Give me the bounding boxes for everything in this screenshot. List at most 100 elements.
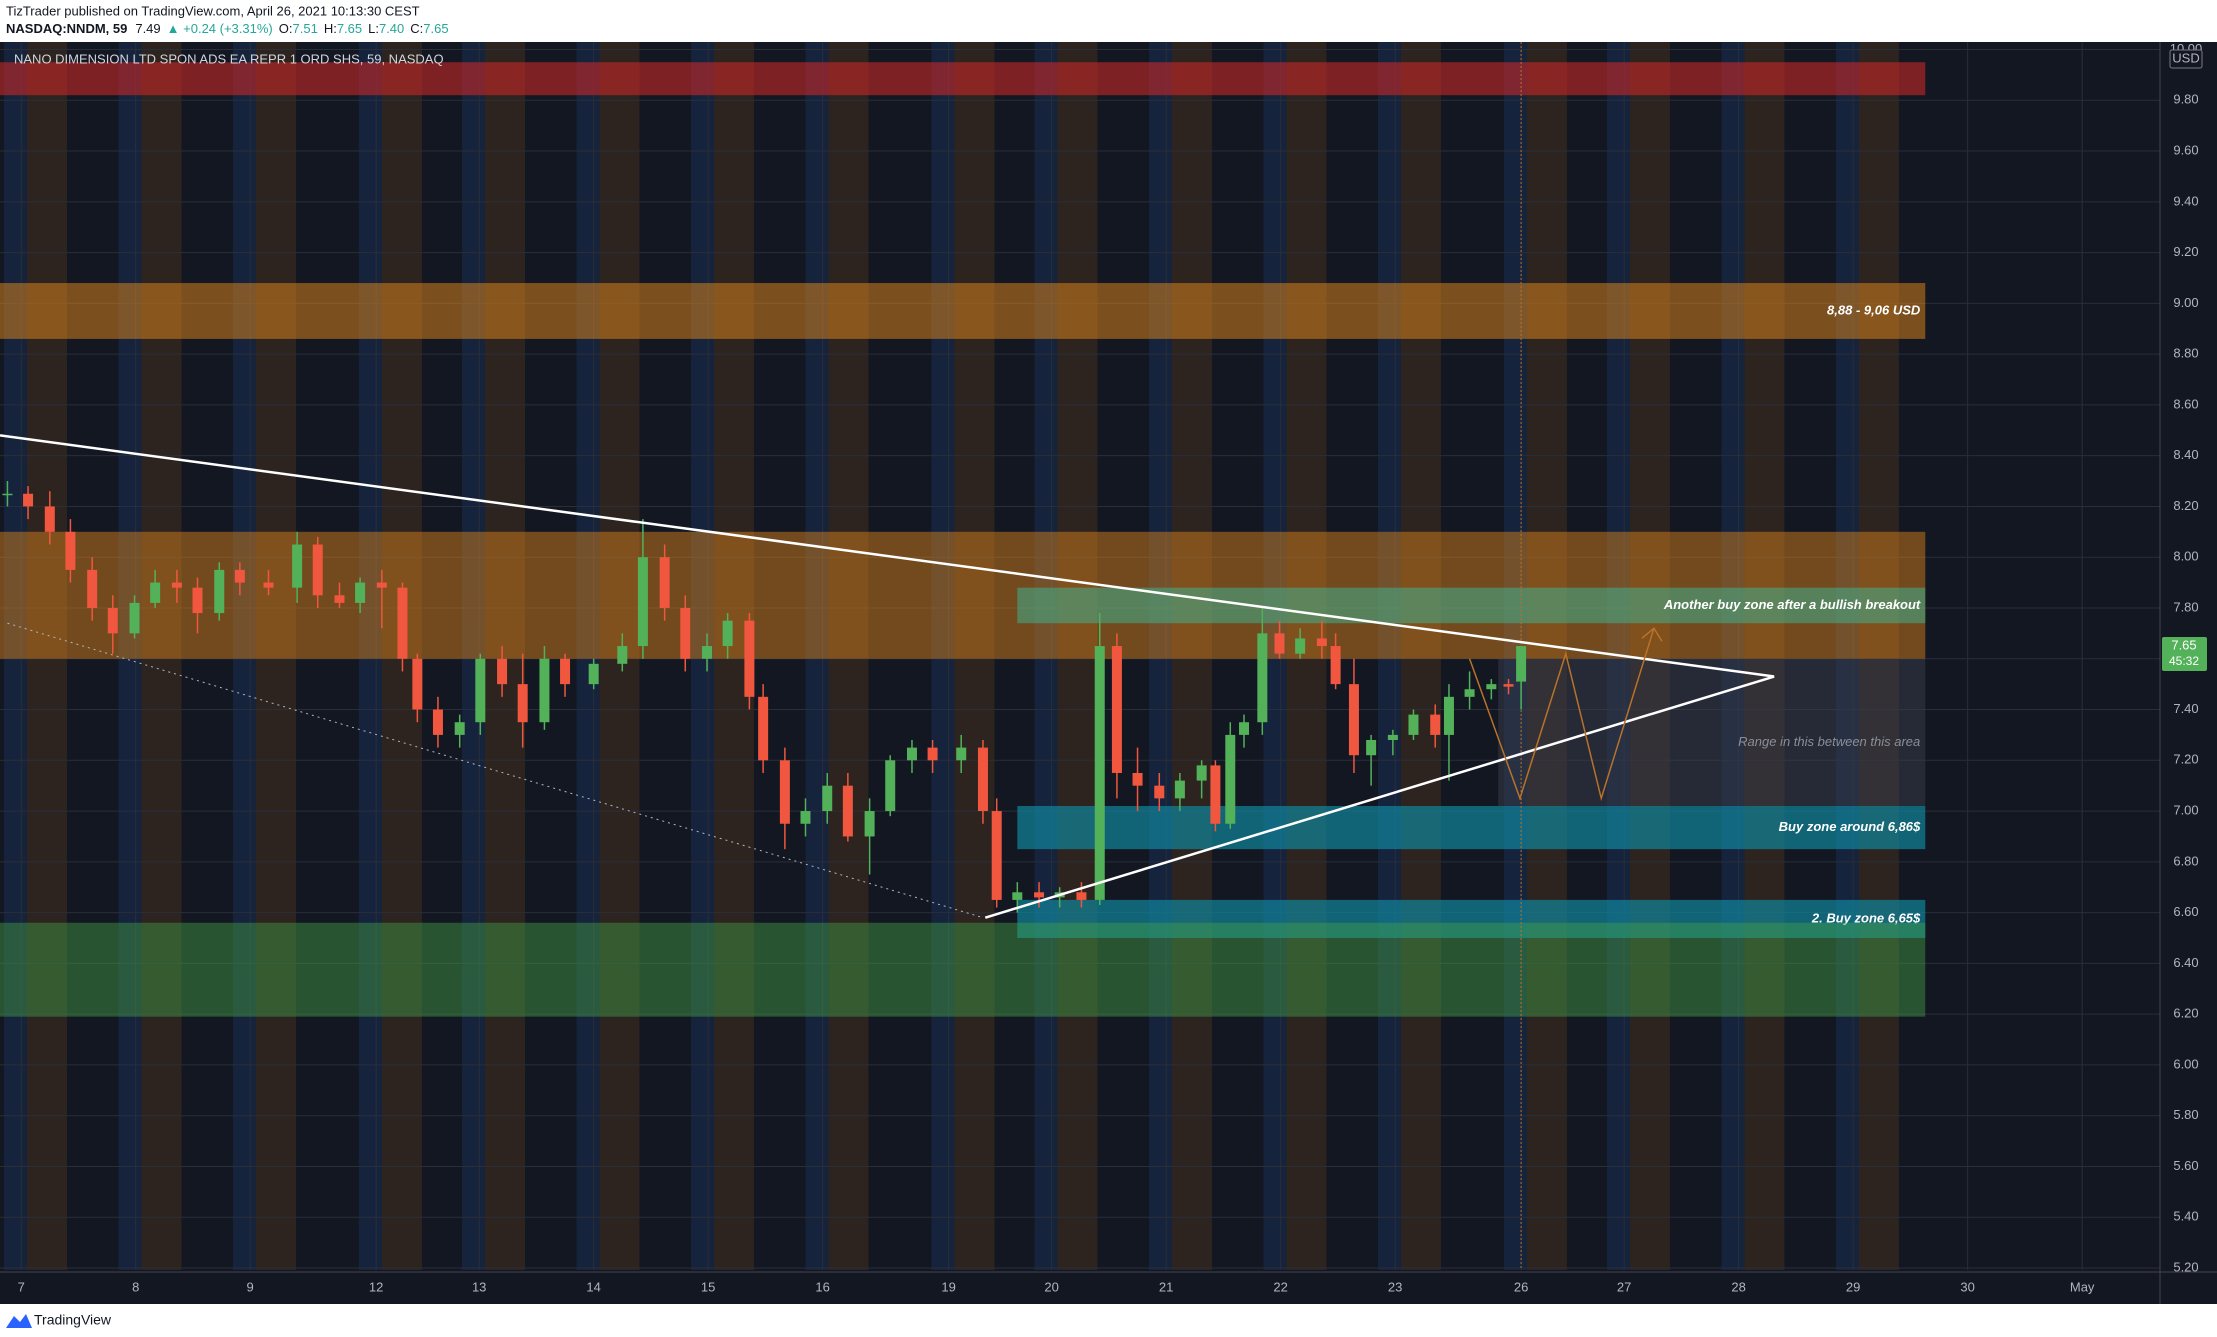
candle-body — [779, 760, 790, 824]
zone-label: 8,88 - 9,06 USD — [1827, 302, 1921, 317]
y-tick-label: 7.80 — [2173, 599, 2198, 614]
candle-body — [214, 569, 225, 614]
candle-body — [1366, 739, 1377, 756]
ohlc-key: O: — [279, 21, 293, 36]
y-tick-label: 6.60 — [2173, 904, 2198, 919]
ohlc-key: L: — [368, 21, 379, 36]
y-tick-label: 9.20 — [2173, 244, 2198, 259]
candle-body — [1387, 734, 1398, 740]
y-tick-label: 9.00 — [2173, 295, 2198, 310]
candle-body — [588, 663, 599, 685]
trend-line — [984, 675, 1775, 919]
candle-body — [171, 582, 182, 588]
candle-body — [977, 747, 988, 812]
candle-body — [885, 760, 896, 812]
price-zone — [1017, 899, 1926, 938]
candle-body — [1330, 646, 1341, 685]
x-tick-label: 22 — [1273, 1279, 1287, 1294]
y-tick-label: 7.20 — [2173, 752, 2198, 767]
candle-body — [1443, 696, 1454, 735]
candle-body — [1316, 638, 1327, 647]
y-tick-label: 9.60 — [2173, 142, 2198, 157]
x-tick-label: 27 — [1617, 1279, 1631, 1294]
candle-body — [263, 582, 274, 588]
x-tick-label: 30 — [1960, 1279, 1974, 1294]
candle-body — [1034, 892, 1045, 898]
symbol: NASDAQ:NNDM, 59 — [6, 21, 127, 36]
y-tick-label: 5.80 — [2173, 1107, 2198, 1122]
y-tick-label: 6.00 — [2173, 1056, 2198, 1071]
candle-body — [1012, 892, 1023, 900]
candle-body — [129, 602, 140, 634]
candle-body — [355, 582, 366, 603]
y-tick-label: 6.80 — [2173, 853, 2198, 868]
candle-body — [454, 722, 465, 735]
candle-body — [800, 811, 811, 824]
price-tag-value: 7.65 — [2171, 637, 2196, 652]
candle-body — [744, 620, 755, 697]
price-zone — [1017, 805, 1926, 850]
trend-line — [0, 434, 1775, 678]
candle-body — [1464, 689, 1475, 697]
last-price: 7.49 — [135, 21, 160, 36]
candle-body — [397, 587, 408, 659]
y-tick-label: 7.00 — [2173, 803, 2198, 818]
y-tick-label: 8.60 — [2173, 396, 2198, 411]
candle-body — [1154, 785, 1165, 799]
x-tick-label: 15 — [701, 1279, 715, 1294]
currency: USD — [2172, 50, 2199, 65]
candle-body — [497, 658, 508, 685]
zone-label: Another buy zone after a bullish breakou… — [1663, 597, 1921, 612]
candle-body — [1257, 633, 1268, 723]
x-tick-label: 20 — [1044, 1279, 1058, 1294]
ohlc-value: 7.51 — [293, 21, 318, 36]
x-tick-label: 21 — [1159, 1279, 1173, 1294]
candle-body — [927, 747, 938, 761]
candle-body — [1132, 772, 1143, 786]
candle-body — [1430, 714, 1441, 735]
currency-box — [2169, 49, 2203, 69]
chart-title: NANO DIMENSION LTD SPON ADS EA REPR 1 OR… — [14, 51, 444, 66]
candle-body — [1239, 722, 1250, 735]
candle-body — [680, 607, 691, 659]
candle-body — [1196, 765, 1207, 781]
y-tick-label: 8.40 — [2173, 447, 2198, 462]
candle-body — [376, 582, 387, 588]
change: ▲ +0.24 (+3.31%) — [167, 21, 273, 36]
y-tick-label: 8.80 — [2173, 346, 2198, 361]
candle-body — [1516, 646, 1527, 682]
candle-body — [517, 684, 528, 723]
y-tick-label: 9.80 — [2173, 92, 2198, 107]
ohlc-key: C: — [410, 21, 423, 36]
y-tick-label: 5.40 — [2173, 1209, 2198, 1224]
y-tick-label: 6.40 — [2173, 955, 2198, 970]
candle-body — [1274, 633, 1285, 654]
x-tick-label: 9 — [247, 1279, 254, 1294]
candle-body — [234, 569, 245, 583]
plot: 5.20 5.40 5.60 5.80 6.00 6.20 6.40 6.60 6.80 7.00… — [0, 41, 2217, 1304]
x-tick-label: 16 — [815, 1279, 829, 1294]
candle-body — [722, 620, 733, 647]
trend-line — [7, 622, 984, 919]
brand-logo — [6, 1314, 32, 1328]
y-tick-label: 5.60 — [2173, 1158, 2198, 1173]
candle-body — [758, 696, 769, 761]
candle-body — [87, 569, 98, 608]
zone-label: Range in this between this area — [1738, 734, 1920, 749]
candle-body — [637, 557, 648, 647]
candle-body — [312, 544, 323, 596]
candle-body — [560, 658, 571, 685]
candle-body — [1225, 734, 1236, 824]
candle-body — [432, 709, 443, 735]
candle-body — [1503, 684, 1514, 687]
candle-body — [822, 785, 833, 812]
candle-body — [1174, 780, 1185, 799]
x-tick-label: 14 — [586, 1279, 600, 1294]
candle-body — [617, 646, 628, 664]
x-tick-label: 26 — [1514, 1279, 1528, 1294]
price-tag-countdown: 45:32 — [2169, 654, 2199, 668]
footer-bar — [0, 1304, 2217, 1337]
candle-body — [1076, 892, 1087, 900]
